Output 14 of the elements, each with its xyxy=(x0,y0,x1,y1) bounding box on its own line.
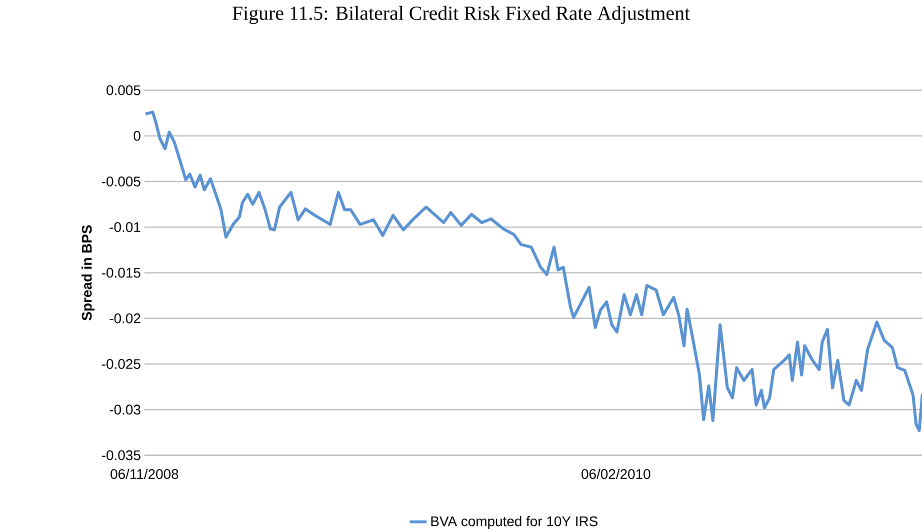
y-tick-label: -0.02 xyxy=(110,313,140,324)
legend-label: BVA computed for 10Y IRS xyxy=(431,516,598,530)
y-tick-label: -0.03 xyxy=(110,404,140,415)
y-axis-title: Spread in BPS xyxy=(82,225,95,320)
y-tick-label: -0.025 xyxy=(102,359,140,369)
y-tick-label: 0 xyxy=(134,130,140,141)
y-tick-label: -0.005 xyxy=(102,176,140,186)
chart-title: Figure 11.5: Bilateral Credit Risk Fixed Rate Adjustment xyxy=(232,6,690,24)
x-tick-label: 06/11/2008 xyxy=(110,468,178,480)
y-tick-label: 0.005 xyxy=(106,85,140,96)
y-tick-label: -0.015 xyxy=(102,268,140,278)
y-tick-label: -0.01 xyxy=(110,222,140,232)
y-tick-label: -0.035 xyxy=(102,450,140,460)
x-tick-label: 06/02/2010 xyxy=(582,468,650,480)
